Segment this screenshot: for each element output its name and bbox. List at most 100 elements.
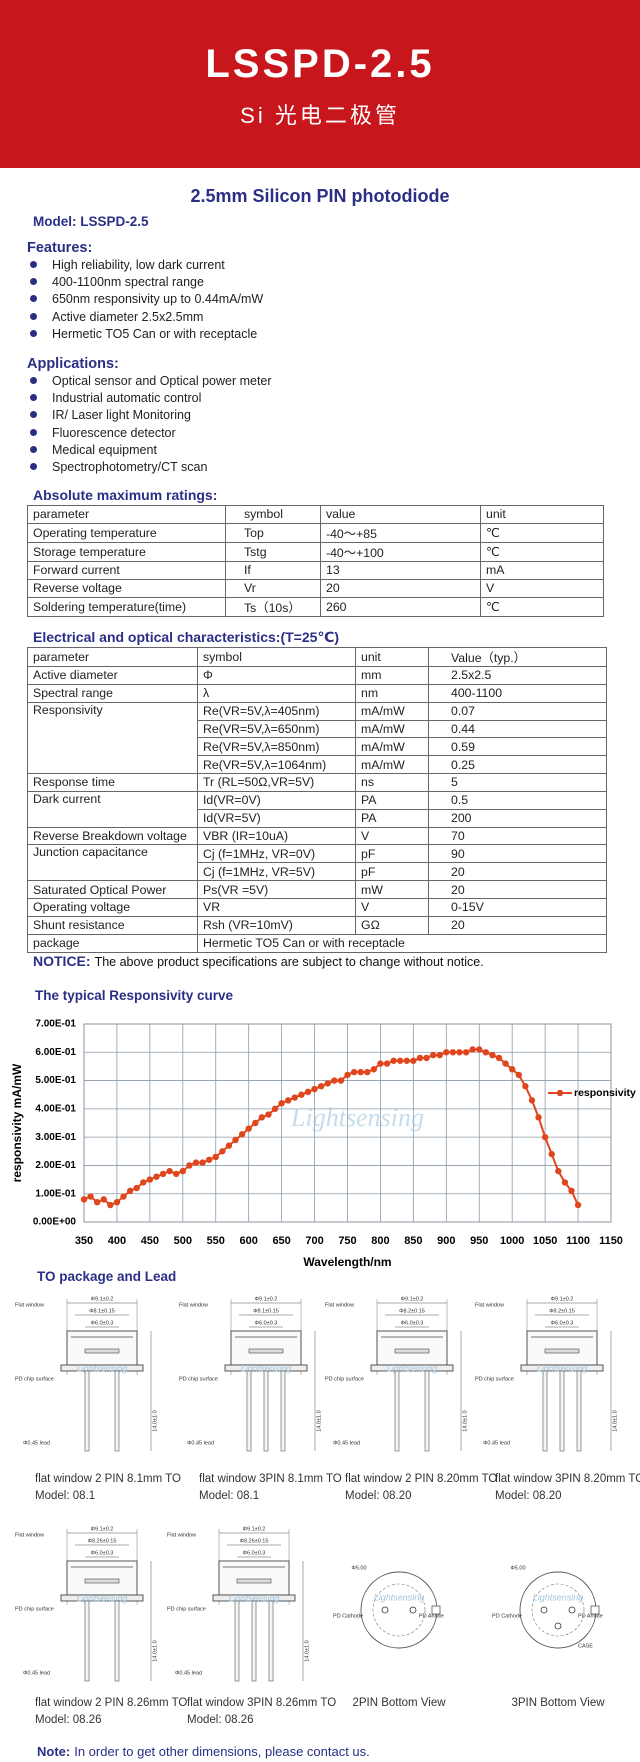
- can-body: [526, 1330, 598, 1366]
- data-point: [120, 1193, 127, 1200]
- x-tick-label: 1100: [566, 1235, 590, 1247]
- chip: [84, 1578, 120, 1584]
- data-point: [443, 1049, 450, 1056]
- table-cell: 0.44: [428, 719, 607, 739]
- base-tab: [431, 1605, 441, 1615]
- diagram-label: Φ8.26±0.15: [88, 1538, 117, 1544]
- can-flange: [212, 1594, 296, 1602]
- table-cell: package: [27, 933, 198, 953]
- table-cell: 13: [320, 560, 481, 580]
- table-cell: 20: [320, 578, 481, 598]
- data-point: [271, 1105, 279, 1113]
- table-cell: mA/mW: [355, 701, 429, 721]
- diagram-label: PD Cathode: [333, 1613, 363, 1619]
- table-cell: Id(VR=5V): [197, 808, 356, 828]
- lead: [280, 1370, 286, 1452]
- table-cell: ℃: [480, 596, 604, 617]
- data-point: [311, 1085, 318, 1093]
- table-cell: Saturated Optical Power: [27, 880, 198, 899]
- table-cell: mA/mW: [355, 719, 429, 739]
- table-row: Storage temperature Tstg -40～+100 ℃: [27, 541, 604, 562]
- model: Model: 08.20: [345, 1490, 412, 1502]
- can-body: [376, 1330, 448, 1366]
- chip: [84, 1348, 120, 1354]
- diagram-label: 14.0±1.0: [316, 1410, 322, 1431]
- bullet: [30, 312, 37, 320]
- list-item: Medical equipment: [52, 442, 157, 457]
- table-cell: Id(VR=0V): [197, 790, 356, 810]
- table-cell: mW: [355, 880, 429, 899]
- caption: flat window 2 PIN 8.1mm TO: [35, 1473, 181, 1485]
- lead: [559, 1370, 565, 1452]
- lead: [394, 1370, 400, 1452]
- table-row: Dark current Id(VR=0V) PA 0.5: [27, 790, 607, 828]
- bullet: [30, 428, 37, 436]
- diagram-label: Φ9.1±0.2: [91, 1296, 114, 1302]
- y-tick-label: 4.00E-01: [35, 1103, 76, 1114]
- diagram-label: Φ9.1±0.2: [401, 1296, 424, 1302]
- data-point: [495, 1054, 503, 1062]
- data-point: [278, 1100, 285, 1107]
- list-item: Industrial automatic control: [52, 391, 202, 406]
- table-cell: Shunt resistance: [27, 915, 198, 935]
- data-point: [528, 1097, 536, 1104]
- bullet: [30, 377, 37, 384]
- lead: [84, 1370, 90, 1452]
- data-point: [225, 1142, 233, 1149]
- diagram-label: PD chip surface: [15, 1376, 54, 1382]
- table-cell: 90: [428, 844, 607, 864]
- data-point: [423, 1054, 430, 1062]
- diagram-label: 14.0±1.0: [462, 1410, 468, 1431]
- table-cell: 20: [428, 862, 607, 882]
- table-cell: Value（typ.）: [428, 647, 607, 667]
- data-point: [397, 1057, 404, 1064]
- table-row: Junction capacitance Cj (f=1MHz, VR=0V) pF…: [27, 844, 607, 882]
- data-point: [370, 1066, 378, 1073]
- x-tick-label: 650: [272, 1235, 290, 1247]
- diagram-label: Flat window: [15, 1532, 44, 1538]
- diagram-label: PD Cathode: [492, 1613, 522, 1619]
- diagram-label: Φ6.0±0.3: [91, 1320, 114, 1326]
- table-cell: parameter: [27, 647, 198, 667]
- table-row: Soldering temperature(time) Ts（10s） 260 ℃: [27, 596, 604, 617]
- table-cell: Tstg: [225, 541, 321, 562]
- watermark: Lightsensing: [537, 1363, 588, 1373]
- lead: [263, 1370, 269, 1452]
- bullet: [30, 394, 37, 402]
- diagram-label: Φ0.45 lead: [175, 1670, 202, 1676]
- table-row: Reverse Breakdown voltage VBR (IR=10uA) V 7…: [27, 826, 607, 846]
- y-tick-label: 1.00E-01: [35, 1188, 76, 1199]
- table-cell: VBR (IR=10uA): [197, 826, 356, 846]
- data-point: [357, 1068, 364, 1076]
- lead: [234, 1600, 240, 1682]
- table-row: parameter symbol value unit: [27, 505, 604, 524]
- data-point: [416, 1054, 424, 1062]
- data-point: [390, 1057, 397, 1064]
- can-body: [230, 1330, 302, 1366]
- data-point: [515, 1071, 522, 1079]
- data-point: [87, 1193, 94, 1200]
- table-cell: Top: [225, 522, 321, 543]
- diagram-label: Φ0.45 lead: [333, 1440, 360, 1446]
- plot-area: [83, 1023, 612, 1223]
- data-point: [179, 1167, 187, 1175]
- caption: flat window 3PIN 8.20mm TO: [495, 1473, 640, 1485]
- table-row: Responsivity Re(VR=5V,λ=405nm) mA/mW 0.07: [27, 701, 607, 775]
- bullet: [30, 295, 37, 303]
- data-point: [285, 1097, 292, 1104]
- bullet: [30, 278, 37, 286]
- table-cell: mA/mW: [355, 737, 429, 757]
- diagram-label: PD chip surface: [15, 1606, 54, 1612]
- y-tick-label: 2.00E-01: [35, 1160, 76, 1171]
- table-cell: PA: [355, 808, 429, 828]
- data-point: [502, 1060, 509, 1067]
- caption: flat window 3PIN 8.1mm TO: [199, 1473, 342, 1485]
- table-row: Cj (f=1MHz, VR=5V) pF 20: [28, 862, 607, 882]
- x-tick-label: 350: [75, 1235, 93, 1247]
- diagram-label: Φ6.0±0.3: [91, 1550, 114, 1556]
- x-tick-label: 500: [174, 1235, 192, 1247]
- lead: [114, 1600, 120, 1682]
- table-cell: parameter: [27, 505, 226, 524]
- table-cell: Tr (RL=50Ω,VR=5V): [197, 773, 356, 792]
- table-cell: PA: [355, 790, 429, 810]
